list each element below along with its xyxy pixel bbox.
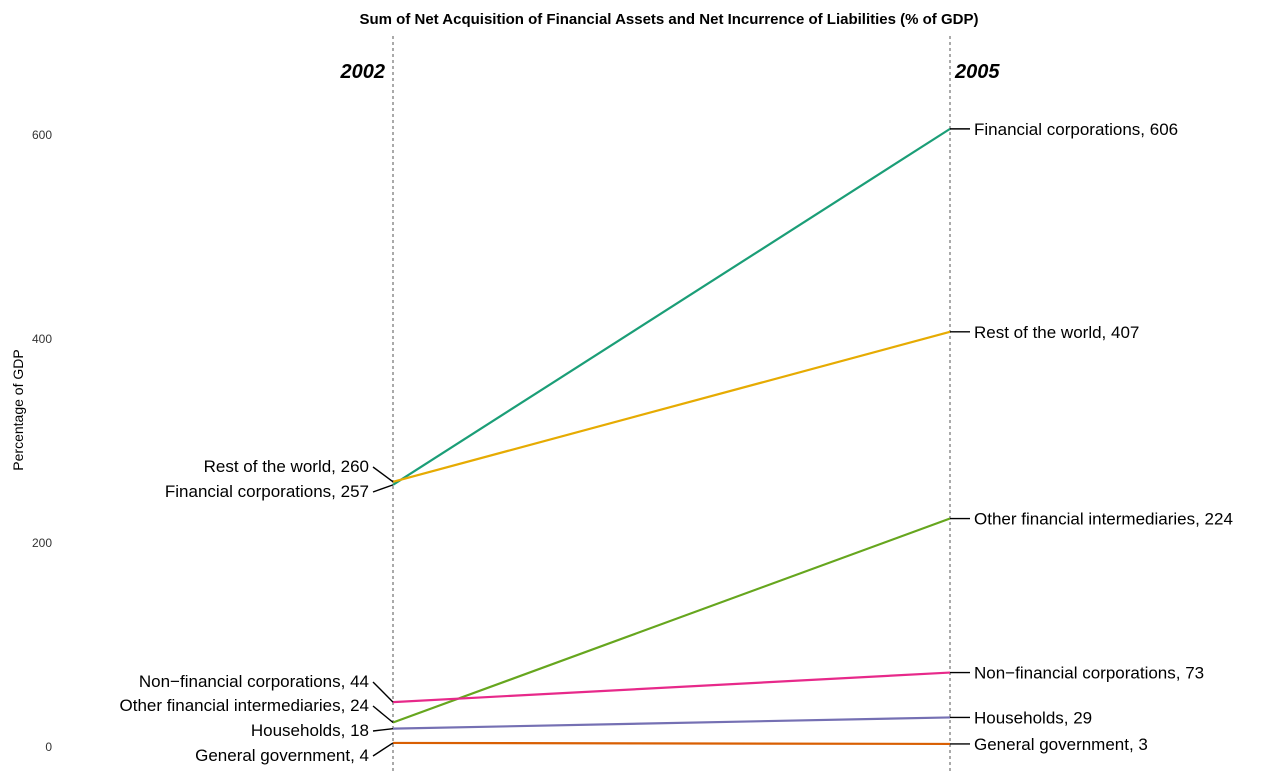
- series-label-start: Households, 18: [251, 721, 369, 740]
- series-label-start: Other financial intermediaries, 24: [120, 696, 369, 715]
- series-label-start: Rest of the world, 260: [204, 457, 369, 476]
- series-line: [392, 517, 951, 724]
- leader-line-start: [372, 681, 394, 703]
- series-label-end: Rest of the world, 407: [974, 323, 1139, 342]
- y-tick-label: 400: [32, 332, 52, 346]
- series-line: [392, 671, 951, 704]
- series-line: [392, 127, 951, 486]
- series-label-start: Non−financial corporations, 44: [139, 672, 369, 691]
- y-axis-label: Percentage of GDP: [10, 349, 26, 470]
- leader-line-start: [372, 727, 394, 732]
- leader-line-start: [372, 742, 394, 757]
- series-label-end: Non−financial corporations, 73: [974, 664, 1204, 683]
- y-tick-label: 0: [45, 740, 52, 754]
- series-line: [392, 741, 951, 746]
- y-tick-label: 200: [32, 536, 52, 550]
- y-axis-ticks: 0 200 400 600: [32, 128, 52, 754]
- series-line: [392, 330, 951, 483]
- series-label-end: Financial corporations, 606: [974, 120, 1178, 139]
- y-tick-label: 600: [32, 128, 52, 142]
- series-lines: [392, 127, 951, 746]
- series-label-end: Households, 29: [974, 708, 1092, 727]
- series-labels: Financial corporations, 257 Financial cor…: [120, 120, 1233, 765]
- series-label-end: General government, 3: [974, 735, 1148, 754]
- chart-title: Sum of Net Acquisition of Financial Asse…: [360, 11, 979, 28]
- label-leaders: [372, 128, 970, 757]
- year-label-2005: 2005: [954, 61, 1000, 83]
- year-label-2002: 2002: [340, 61, 386, 83]
- series-line: [392, 716, 951, 730]
- series-label-start: Financial corporations, 257: [165, 482, 369, 501]
- leader-line-start: [372, 705, 394, 724]
- leader-line-start: [372, 466, 394, 483]
- series-label-end: Other financial intermediaries, 224: [974, 510, 1233, 529]
- series-label-start: General government, 4: [195, 746, 369, 765]
- leader-line-start: [372, 484, 394, 493]
